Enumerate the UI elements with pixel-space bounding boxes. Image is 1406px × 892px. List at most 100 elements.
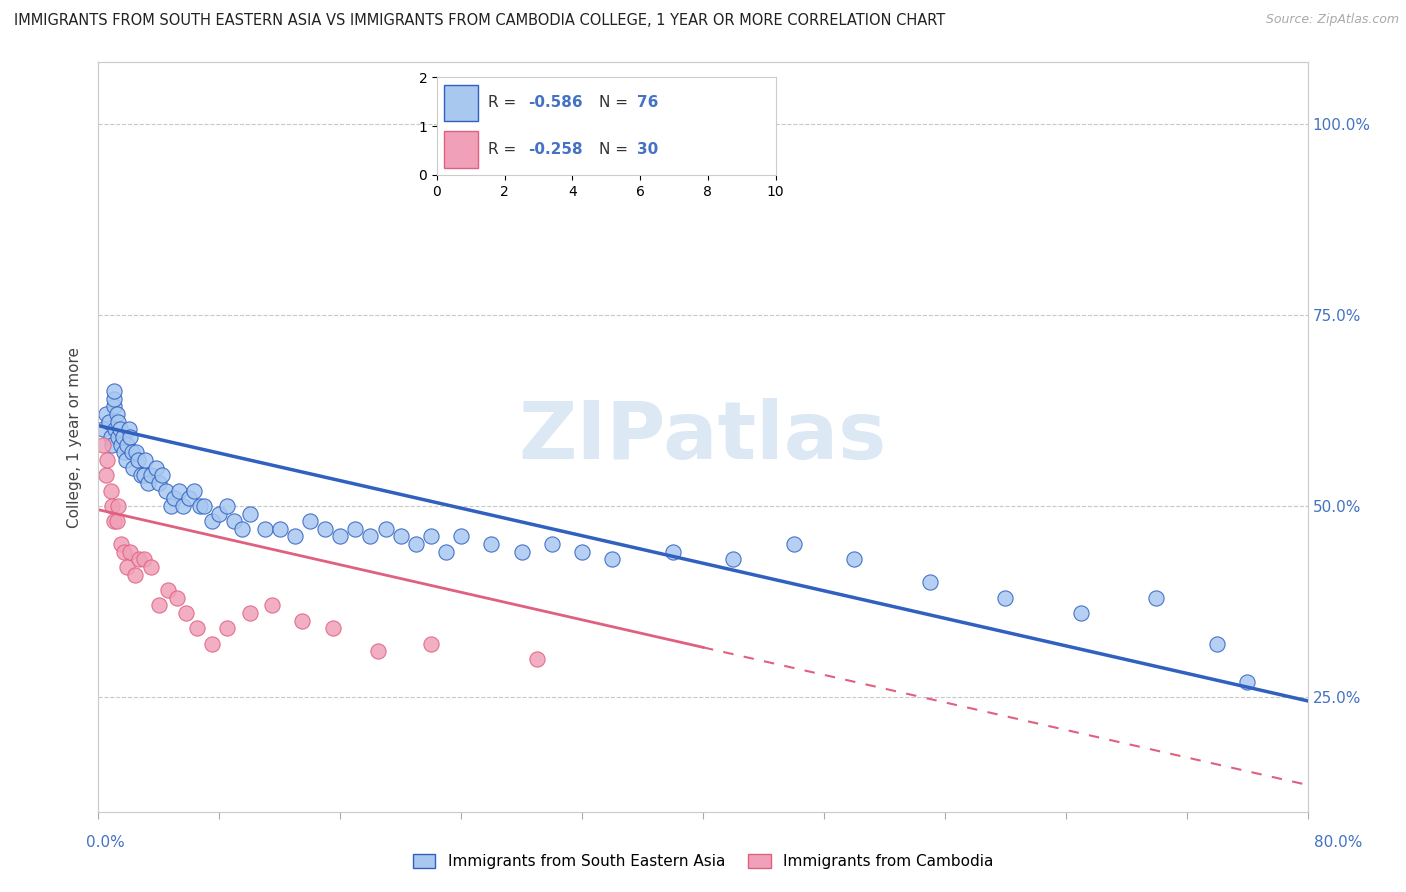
Point (269, 522, 291, 536)
Point (101, 499, 124, 513)
Point (112, 545, 135, 559)
Point (481, 537, 503, 551)
Point (1070, 606, 1092, 620)
Point (188, 499, 211, 513)
Point (148, 475, 170, 490)
Point (120, 430, 142, 444)
Point (163, 491, 186, 506)
Text: 80.0%: 80.0% (1315, 836, 1362, 850)
Point (360, 529, 382, 543)
Point (918, 575, 941, 590)
Point (103, 400, 125, 414)
Point (127, 453, 149, 467)
Point (322, 621, 344, 635)
Text: ZIPatlas: ZIPatlas (519, 398, 887, 476)
Text: IMMIGRANTS FROM SOUTH EASTERN ASIA VS IMMIGRANTS FROM CAMBODIA COLLEGE, 1 YEAR O: IMMIGRANTS FROM SOUTH EASTERN ASIA VS IM… (14, 13, 945, 29)
Point (224, 514, 246, 528)
Point (201, 636, 224, 650)
Point (186, 621, 208, 635)
Point (110, 438, 132, 452)
Point (239, 606, 262, 620)
Point (510, 545, 533, 559)
Point (179, 491, 201, 506)
Point (134, 453, 156, 467)
Point (110, 537, 132, 551)
Point (150, 468, 173, 483)
Point (107, 415, 129, 429)
Point (1144, 591, 1167, 605)
Point (193, 499, 215, 513)
Point (100, 483, 122, 498)
Point (450, 529, 472, 543)
Point (128, 552, 150, 566)
Point (661, 545, 683, 559)
Point (166, 591, 188, 605)
Point (105, 407, 128, 421)
Point (434, 545, 457, 559)
Point (420, 529, 443, 543)
Point (329, 529, 352, 543)
Point (291, 614, 314, 628)
Point (420, 636, 443, 650)
Point (108, 422, 131, 436)
Legend: Immigrants from South Eastern Asia, Immigrants from Cambodia: Immigrants from South Eastern Asia, Immi… (406, 848, 1000, 875)
Point (344, 522, 367, 536)
Point (94, 407, 117, 421)
Point (367, 644, 389, 658)
Point (156, 582, 179, 597)
Point (115, 560, 138, 574)
Point (783, 537, 806, 551)
Point (118, 422, 141, 436)
Point (107, 430, 129, 444)
Point (94, 468, 117, 483)
Point (96, 453, 118, 467)
Point (374, 522, 396, 536)
Point (174, 606, 197, 620)
Point (112, 445, 135, 459)
Point (101, 438, 124, 452)
Point (104, 422, 127, 436)
Point (141, 560, 163, 574)
Point (183, 483, 205, 498)
Point (100, 430, 122, 444)
Point (284, 529, 307, 543)
Point (231, 522, 253, 536)
Point (122, 460, 145, 475)
Point (107, 499, 129, 513)
Point (103, 384, 125, 399)
Point (132, 468, 155, 483)
Point (844, 552, 866, 566)
Point (132, 552, 155, 566)
Point (167, 483, 190, 498)
Text: Source: ZipAtlas.com: Source: ZipAtlas.com (1265, 13, 1399, 27)
Text: 0.0%: 0.0% (86, 836, 125, 850)
Point (299, 514, 322, 528)
Point (253, 522, 276, 536)
Point (98, 415, 121, 429)
Point (91, 422, 114, 436)
Point (215, 621, 238, 635)
Point (1236, 674, 1258, 689)
Point (602, 552, 624, 566)
Point (405, 537, 427, 551)
Point (125, 445, 148, 459)
Point (723, 552, 745, 566)
Point (215, 499, 238, 513)
Point (111, 430, 134, 444)
Point (172, 499, 194, 513)
Point (201, 514, 224, 528)
Point (103, 392, 125, 406)
Point (105, 514, 128, 528)
Point (571, 545, 593, 559)
Point (160, 499, 183, 513)
Point (114, 453, 136, 467)
Point (145, 460, 167, 475)
Y-axis label: College, 1 year or more: College, 1 year or more (67, 347, 83, 527)
Point (540, 537, 562, 551)
Point (1206, 636, 1229, 650)
Point (155, 483, 177, 498)
Point (120, 545, 142, 559)
Point (314, 522, 336, 536)
Point (103, 514, 125, 528)
Point (148, 599, 170, 613)
